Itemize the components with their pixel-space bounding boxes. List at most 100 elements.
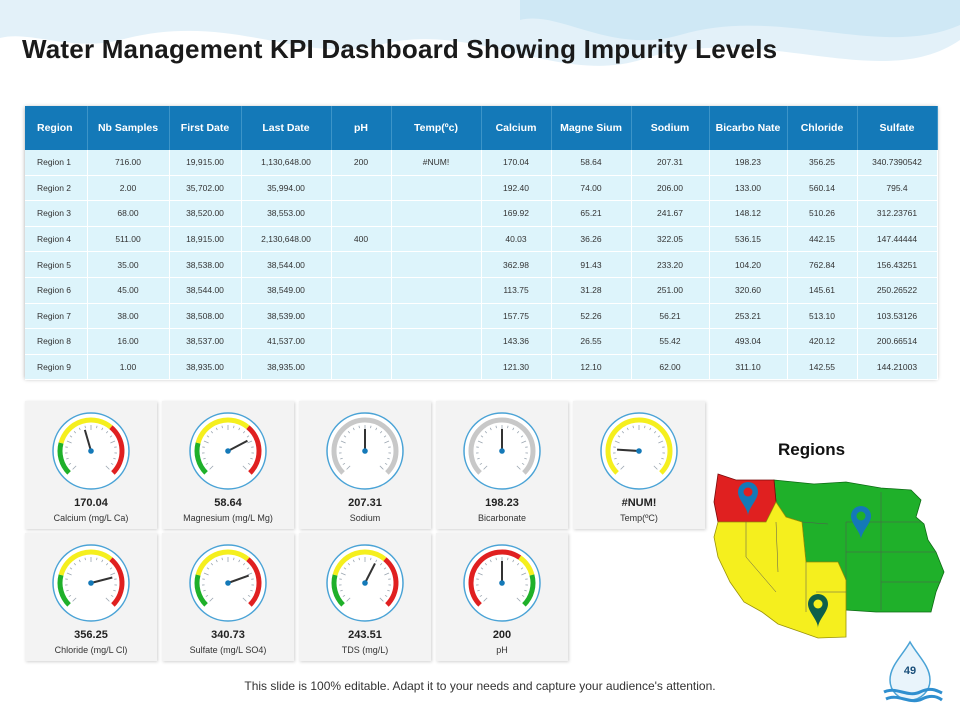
gauge-dial (326, 412, 404, 490)
table-cell: 103.53126 (857, 303, 938, 330)
table-cell: 250.26522 (857, 277, 938, 304)
table-cell: 233.20 (631, 251, 710, 278)
table-cell (391, 354, 482, 381)
table-cell: 510.26 (787, 200, 858, 227)
gauge-label: Temp(ºC) (620, 513, 658, 523)
table-cell: 38,539.00 (241, 303, 332, 330)
table-cell (391, 200, 482, 227)
table-cell: Region 8 (25, 328, 88, 355)
table-cell: 340.7390542 (857, 150, 938, 176)
table-cell (331, 328, 392, 355)
table-cell: 62.00 (631, 354, 710, 381)
gauge-value: 243.51 (348, 629, 382, 641)
table-header-cell: pH (331, 106, 392, 150)
table-cell: 38,935.00 (169, 354, 242, 381)
table-cell: 513.10 (787, 303, 858, 330)
table-cell: 493.04 (709, 328, 788, 355)
table-row: Region 1 716.00 19,915.00 1,130,648.00 200 #N… (25, 150, 938, 176)
regions-map (713, 473, 945, 639)
table-cell: 356.25 (787, 150, 858, 176)
kpi-table-container: Region Nb Samples First Date Last Date pH Tem… (25, 106, 938, 381)
map-pin-icon (738, 482, 758, 516)
table-cell: 68.00 (87, 200, 170, 227)
water-drop-icon: 49 (883, 640, 943, 703)
table-cell: 320.60 (709, 277, 788, 304)
table-cell: 144.21003 (857, 354, 938, 381)
gauge-value: 58.64 (214, 497, 242, 509)
table-cell: 38,935.00 (241, 354, 332, 381)
table-cell: 192.40 (481, 175, 552, 202)
gauge-value: 170.04 (74, 497, 108, 509)
table-cell: 170.04 (481, 150, 552, 176)
table-cell: 142.55 (787, 354, 858, 381)
map-pin-icon (851, 506, 871, 540)
table-cell: 35,994.00 (241, 175, 332, 202)
table-cell: 442.15 (787, 226, 858, 253)
table-cell: 198.23 (709, 150, 788, 176)
table-cell: 45.00 (87, 277, 170, 304)
gauge-label: Bicarbonate (477, 513, 527, 523)
table-cell: 716.00 (87, 150, 170, 176)
table-cell (391, 303, 482, 330)
gauge-label: Magnesium (mg/L Mg) (183, 513, 273, 523)
table-cell: Region 9 (25, 354, 88, 381)
table-header-cell: Region (25, 106, 88, 150)
table-cell: 26.55 (551, 328, 632, 355)
table-header-cell: Sulfate (857, 106, 938, 150)
table-cell: 113.75 (481, 277, 552, 304)
table-row: Region 6 45.00 38,544.00 38,549.00 113.75 31.… (25, 277, 938, 304)
table-cell (391, 251, 482, 278)
gauge-card: 340.73 Sulfate (mg/L SO4) (162, 533, 294, 661)
table-cell: 38,549.00 (241, 277, 332, 304)
table-cell: 200.66514 (857, 328, 938, 355)
gauge-value: 356.25 (74, 629, 108, 641)
table-cell: 560.14 (787, 175, 858, 202)
table-cell: 311.10 (709, 354, 788, 381)
table-header-cell: Calcium (481, 106, 552, 150)
background-wave (0, 0, 960, 66)
gauge-card: 200 pH (436, 533, 568, 661)
table-cell: Region 2 (25, 175, 88, 202)
table-cell: 511.00 (87, 226, 170, 253)
table-cell: 58.64 (551, 150, 632, 176)
table-cell: 38,553.00 (241, 200, 332, 227)
gauge-value: 198.23 (485, 497, 519, 509)
table-cell (331, 200, 392, 227)
table-cell: 52.26 (551, 303, 632, 330)
table-cell (331, 303, 392, 330)
table-cell (331, 175, 392, 202)
table-cell: 38,544.00 (169, 277, 242, 304)
table-header-cell: Nb Samples (87, 106, 170, 150)
table-cell: 55.42 (631, 328, 710, 355)
table-cell: 41,537.00 (241, 328, 332, 355)
table-cell: 2.00 (87, 175, 170, 202)
table-cell: 143.36 (481, 328, 552, 355)
gauge-card: 243.51 TDS (mg/L) (299, 533, 431, 661)
gauge-label: TDS (mg/L) (341, 645, 389, 655)
table-cell: 157.75 (481, 303, 552, 330)
table-cell: 38,520.00 (169, 200, 242, 227)
table-row: Region 9 1.00 38,935.00 38,935.00 121.30 12.1… (25, 354, 938, 381)
gauge-value: #NUM! (621, 497, 657, 509)
table-header-cell: Last Date (241, 106, 332, 150)
gauge-dial (52, 412, 130, 490)
table-cell: 1.00 (87, 354, 170, 381)
table-cell: 251.00 (631, 277, 710, 304)
table-cell: Region 4 (25, 226, 88, 253)
table-header-row: Region Nb Samples First Date Last Date pH Tem… (25, 106, 938, 150)
gauge-card: 198.23 Bicarbonate (436, 401, 568, 529)
gauge-label: Chloride (mg/L Cl) (54, 645, 128, 655)
table-cell: 38,537.00 (169, 328, 242, 355)
table-header-cell: Temp(ºc) (391, 106, 482, 150)
gauge-card: 356.25 Chloride (mg/L Cl) (25, 533, 157, 661)
table-cell: 400 (331, 226, 392, 253)
table-cell: 91.43 (551, 251, 632, 278)
page-title: Water Management KPI Dashboard Showing I… (22, 34, 778, 64)
gauge-label: Calcium (mg/L Ca) (53, 513, 129, 523)
gauge-dial (326, 544, 404, 622)
table-cell: 74.00 (551, 175, 632, 202)
table-cell: Region 3 (25, 200, 88, 227)
table-cell: 200 (331, 150, 392, 176)
gauge-label: pH (496, 645, 508, 655)
gauge-label: Sodium (349, 513, 381, 523)
